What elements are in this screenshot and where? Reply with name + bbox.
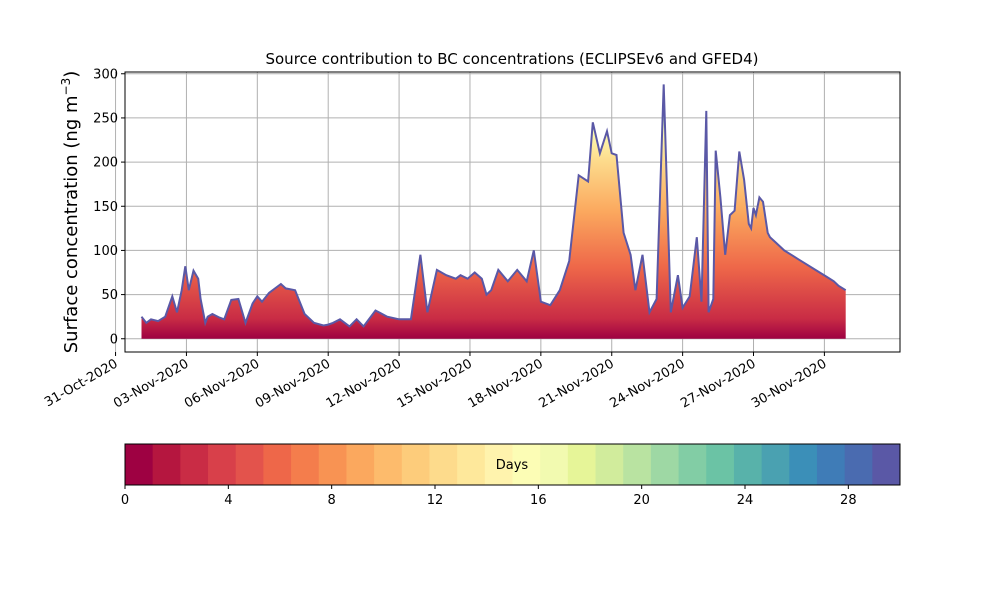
colorbar-segment <box>291 444 320 485</box>
chart-title: Source contribution to BC concentrations… <box>265 50 758 68</box>
colorbar-segment <box>567 444 597 485</box>
colorbar-segment <box>401 444 430 485</box>
plot-area <box>140 84 847 339</box>
colorbar-label: Days <box>496 458 529 473</box>
plot-frame <box>124 71 901 353</box>
x-tick-label: 24-Nov-2020 <box>607 356 687 411</box>
colorbar-segment <box>789 444 818 485</box>
stacked-area <box>141 84 846 339</box>
x-tick-label: 21-Nov-2020 <box>536 356 616 411</box>
colorbar-tick-label: 24 <box>737 493 754 508</box>
colorbar-segment <box>429 444 458 485</box>
x-tick-label: 31-Oct-2020 <box>42 356 120 410</box>
colorbar-segment <box>844 444 873 485</box>
colorbar-segment <box>872 444 901 485</box>
colorbar-segment <box>235 444 264 485</box>
colorbar-segment <box>678 444 707 485</box>
colorbar-frame <box>124 443 901 486</box>
colorbar-segment <box>374 444 403 485</box>
x-tick-label: 30-Nov-2020 <box>749 356 829 411</box>
colorbar-segment <box>623 444 652 485</box>
colorbar-segment <box>540 444 569 485</box>
x-tick-label: 12-Nov-2020 <box>324 356 404 411</box>
x-tick-label: 15-Nov-2020 <box>395 356 475 411</box>
colorbar-segment <box>595 444 624 485</box>
y-tick-label: 100 <box>93 244 118 259</box>
colorbar-tick-label: 4 <box>224 493 232 508</box>
y-axis-label: Surface concentration (ng m−3) <box>59 71 82 354</box>
colorbar-tick-label: 8 <box>328 493 336 508</box>
colorbar-segment <box>180 444 209 485</box>
y-axis: 0 50 100 150 200 250 300 <box>93 67 125 347</box>
x-axis: 31-Oct-202003-Nov-202006-Nov-202009-Nov-… <box>42 352 829 411</box>
colorbar-segment <box>152 444 181 485</box>
colorbar-tick-label: 20 <box>633 493 650 508</box>
colorbar-segment <box>484 444 513 485</box>
x-tick-label: 27-Nov-2020 <box>678 356 758 411</box>
colorbar-tick-label: 16 <box>530 493 547 508</box>
colorbar-segment <box>208 444 237 485</box>
colorbar-tick-label: 12 <box>427 493 444 508</box>
colorbar-segment <box>125 444 154 485</box>
y-tick-label: 0 <box>110 332 118 347</box>
colorbar-segment <box>706 444 735 485</box>
colorbar-tick-label: 0 <box>121 493 129 508</box>
colorbar-segment <box>457 444 486 485</box>
x-tick-label: 03-Nov-2020 <box>111 356 191 411</box>
x-tick-label: 18-Nov-2020 <box>466 356 546 411</box>
y-tick-label: 150 <box>93 200 118 215</box>
colorbar-segment <box>816 444 846 485</box>
total-line <box>140 84 847 328</box>
y-tick-label: 200 <box>93 156 118 171</box>
colorbar-segment <box>650 444 680 485</box>
colorbar-segment <box>761 444 790 485</box>
colorbar-segment <box>733 444 763 485</box>
colorbar-tick-label: 28 <box>840 493 857 508</box>
colorbar-segment <box>263 444 292 485</box>
x-tick-label: 09-Nov-2020 <box>253 356 333 411</box>
y-tick-label: 50 <box>101 288 118 303</box>
colorbar: 0 4 8 12 16 20 24 28 <box>121 443 901 508</box>
colorbar-segment <box>346 444 375 485</box>
x-tick-label: 06-Nov-2020 <box>182 356 262 411</box>
colorbar-segment <box>318 444 347 485</box>
y-tick-label: 300 <box>93 67 118 82</box>
y-tick-label: 250 <box>93 111 118 126</box>
colorbar-segment <box>512 444 541 485</box>
